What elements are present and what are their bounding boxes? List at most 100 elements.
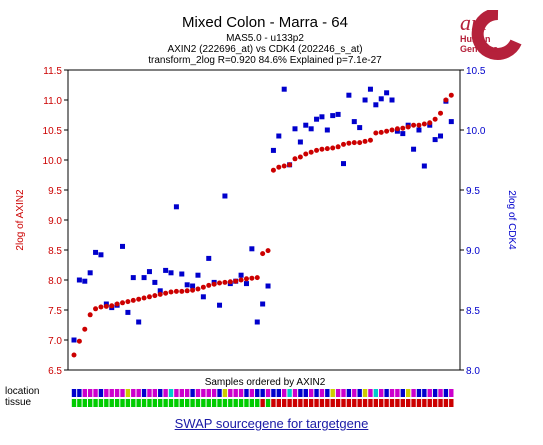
location-swatch xyxy=(158,389,163,397)
tissue-swatch xyxy=(125,399,131,407)
left-tick-label: 10.5 xyxy=(43,126,63,137)
tissue-swatch xyxy=(136,399,141,407)
tissue-swatch xyxy=(109,399,114,407)
tissue-swatch xyxy=(362,399,368,407)
cdk4-point xyxy=(432,137,438,143)
tissue-swatch xyxy=(244,399,249,407)
left-tick-label: 8.5 xyxy=(48,246,62,257)
cdk4-point xyxy=(71,337,77,343)
axin2-point xyxy=(179,288,185,294)
left-tick-label: 6.5 xyxy=(48,366,62,377)
cdk4-point xyxy=(217,302,223,308)
cdk4-point xyxy=(82,278,88,284)
axin2-point xyxy=(421,121,427,127)
tissue-swatch xyxy=(174,399,179,407)
location-swatch xyxy=(368,389,373,397)
cdk4-point xyxy=(400,131,406,137)
swap-genes-link[interactable]: SWAP sourcegene for targetgene xyxy=(174,416,369,431)
cdk4-point xyxy=(362,97,368,103)
axin2-point xyxy=(98,304,104,310)
cdk4-point xyxy=(260,301,266,307)
axin2-point xyxy=(378,129,384,135)
axin2-point xyxy=(276,164,282,170)
tissue-swatch xyxy=(389,399,395,407)
tissue-swatch xyxy=(443,399,449,407)
tissue-swatch xyxy=(211,399,217,407)
chart-title: Mixed Colon - Marra - 64 xyxy=(182,14,348,31)
location-swatch xyxy=(400,389,405,397)
tissue-swatch xyxy=(325,399,330,407)
cdk4-point xyxy=(448,119,454,125)
cdk4-point xyxy=(384,90,390,96)
left-tick-label: 8.0 xyxy=(48,276,62,287)
axin2-point xyxy=(362,138,368,144)
axin2-point xyxy=(206,282,212,288)
tissue-swatch xyxy=(201,399,206,407)
axin2-point xyxy=(254,275,260,281)
axin2-point xyxy=(448,92,454,98)
location-swatch xyxy=(98,389,104,397)
location-swatch xyxy=(260,389,265,397)
cdk4-point xyxy=(93,249,99,255)
location-swatch xyxy=(319,389,325,397)
location-swatch xyxy=(222,389,228,397)
row-label-tissue: tissue xyxy=(5,397,32,408)
cdk4-point xyxy=(351,119,357,125)
right-axis: 8.0 8.5 9.0 9.5 10.0 10.5 xyxy=(460,66,486,377)
axin2-point xyxy=(200,284,206,290)
cdk4-point xyxy=(330,113,336,119)
location-swatch xyxy=(147,389,152,397)
cdk4-point xyxy=(276,133,282,139)
right-tick-label: 9.0 xyxy=(466,246,480,257)
location-swatch xyxy=(449,389,454,397)
axin2-point xyxy=(394,126,400,132)
location-swatch xyxy=(341,389,346,397)
axin2-point xyxy=(157,291,163,297)
tissue-swatch xyxy=(206,399,211,407)
axin2-point xyxy=(367,137,373,143)
axin2-point xyxy=(324,146,330,152)
chart-subtitle-platform: MAS5.0 - u133p2 xyxy=(226,33,304,44)
location-swatch xyxy=(303,389,308,397)
location-swatch xyxy=(330,389,335,397)
location-swatch xyxy=(271,389,276,397)
axin2-point xyxy=(308,149,314,155)
axin2-series xyxy=(71,92,454,358)
axin2-point xyxy=(357,140,363,146)
location-swatch xyxy=(238,389,244,397)
location-swatch xyxy=(82,389,87,397)
left-tick-label: 11.5 xyxy=(43,66,62,77)
axin2-point xyxy=(109,303,115,309)
axin2-point xyxy=(303,151,309,157)
location-swatch xyxy=(287,389,292,397)
location-swatch xyxy=(109,389,114,397)
location-swatch xyxy=(152,389,158,397)
tissue-swatch xyxy=(87,399,93,407)
tissue-swatch xyxy=(384,399,389,407)
axin2-point xyxy=(130,297,136,303)
cdk4-point xyxy=(421,163,427,169)
location-swatch xyxy=(292,389,298,397)
axin2-point xyxy=(260,251,266,257)
cdk4-point xyxy=(373,102,379,108)
row-label-location: location xyxy=(5,386,39,397)
location-swatch xyxy=(416,389,422,397)
cdk4-point xyxy=(335,111,341,117)
tissue-swatch xyxy=(104,399,109,407)
location-swatch xyxy=(255,389,260,397)
tissue-swatch xyxy=(98,399,104,407)
cdk4-point xyxy=(243,281,249,287)
left-axis: 6.5 7.0 7.5 8.0 8.5 9.0 9.5 10.0 10.5 11.0 11.5 xyxy=(43,66,68,377)
left-tick-label: 7.5 xyxy=(48,306,62,317)
tissue-swatch xyxy=(228,399,233,407)
right-tick-label: 9.5 xyxy=(466,186,480,197)
cdk4-point xyxy=(152,279,158,285)
axin2-point xyxy=(416,122,422,128)
cdk4-point xyxy=(416,127,422,133)
axin2-point xyxy=(227,279,233,285)
cdk4-point xyxy=(341,161,346,167)
location-swatch xyxy=(346,389,352,397)
cdk4-point xyxy=(265,283,271,289)
location-swatch xyxy=(282,389,287,397)
